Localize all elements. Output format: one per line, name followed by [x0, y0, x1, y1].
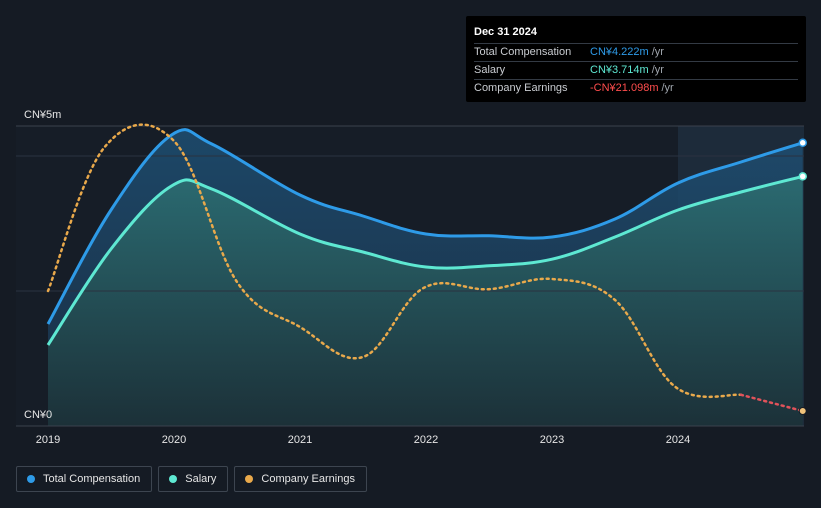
legend-dot-icon — [27, 475, 35, 483]
tooltip-row-salary: Salary CN¥3.714m /yr — [474, 61, 798, 79]
x-tick-label: 2022 — [414, 434, 438, 446]
x-tick-label: 2023 — [540, 434, 564, 446]
x-tick-label: 2021 — [288, 434, 312, 446]
tooltip-label: Company Earnings — [474, 82, 568, 94]
company-earnings-line — [46, 123, 743, 399]
x-tick-label: 2019 — [36, 434, 60, 446]
legend-dot-icon — [169, 475, 178, 483]
tooltip-label: Salary — [474, 64, 506, 76]
total-compensation-end-point — [798, 138, 807, 148]
total-compensation-line — [46, 128, 804, 325]
tooltip-value: -CN¥21.098m — [590, 82, 659, 94]
tooltip-value: CN¥4.222m — [590, 46, 649, 58]
y-tick-label: CN¥5m — [24, 109, 61, 121]
legend-dot-icon — [245, 475, 254, 483]
legend-label: Salary — [185, 473, 217, 485]
tooltip-label: Total Compensation — [474, 46, 572, 58]
legend-label: Company Earnings — [261, 473, 355, 485]
tooltip-date: Dec 31 2024 — [474, 26, 537, 38]
legend-company-earnings[interactable]: Company Earnings — [234, 466, 367, 492]
y-tick-label: CN¥0 — [24, 409, 52, 421]
x-tick-label: 2024 — [666, 434, 690, 446]
tooltip-row-total: Total Compensation CN¥4.222m /yr — [474, 43, 798, 61]
tooltip-value: CN¥3.714m — [590, 64, 649, 76]
legend-label: Total Compensation — [43, 473, 141, 485]
chart-legend: Total Compensation Salary Company Earnin… — [16, 466, 367, 492]
legend-salary[interactable]: Salary — [158, 466, 229, 492]
tooltip-unit: /yr — [651, 64, 664, 76]
legend-total-compensation[interactable]: Total Compensation — [16, 466, 153, 492]
tooltip-panel: Dec 31 2024 Total Compensation CN¥4.222m… — [466, 16, 806, 102]
tooltip-row-earnings: Company Earnings -CN¥21.098m /yr — [474, 79, 798, 97]
salary-line — [46, 174, 804, 346]
salary-end-point — [798, 172, 807, 181]
tooltip-unit: /yr — [651, 46, 664, 58]
company-earnings-end-point — [798, 407, 807, 415]
tooltip-unit: /yr — [661, 82, 674, 94]
x-tick-label: 2020 — [162, 434, 186, 446]
